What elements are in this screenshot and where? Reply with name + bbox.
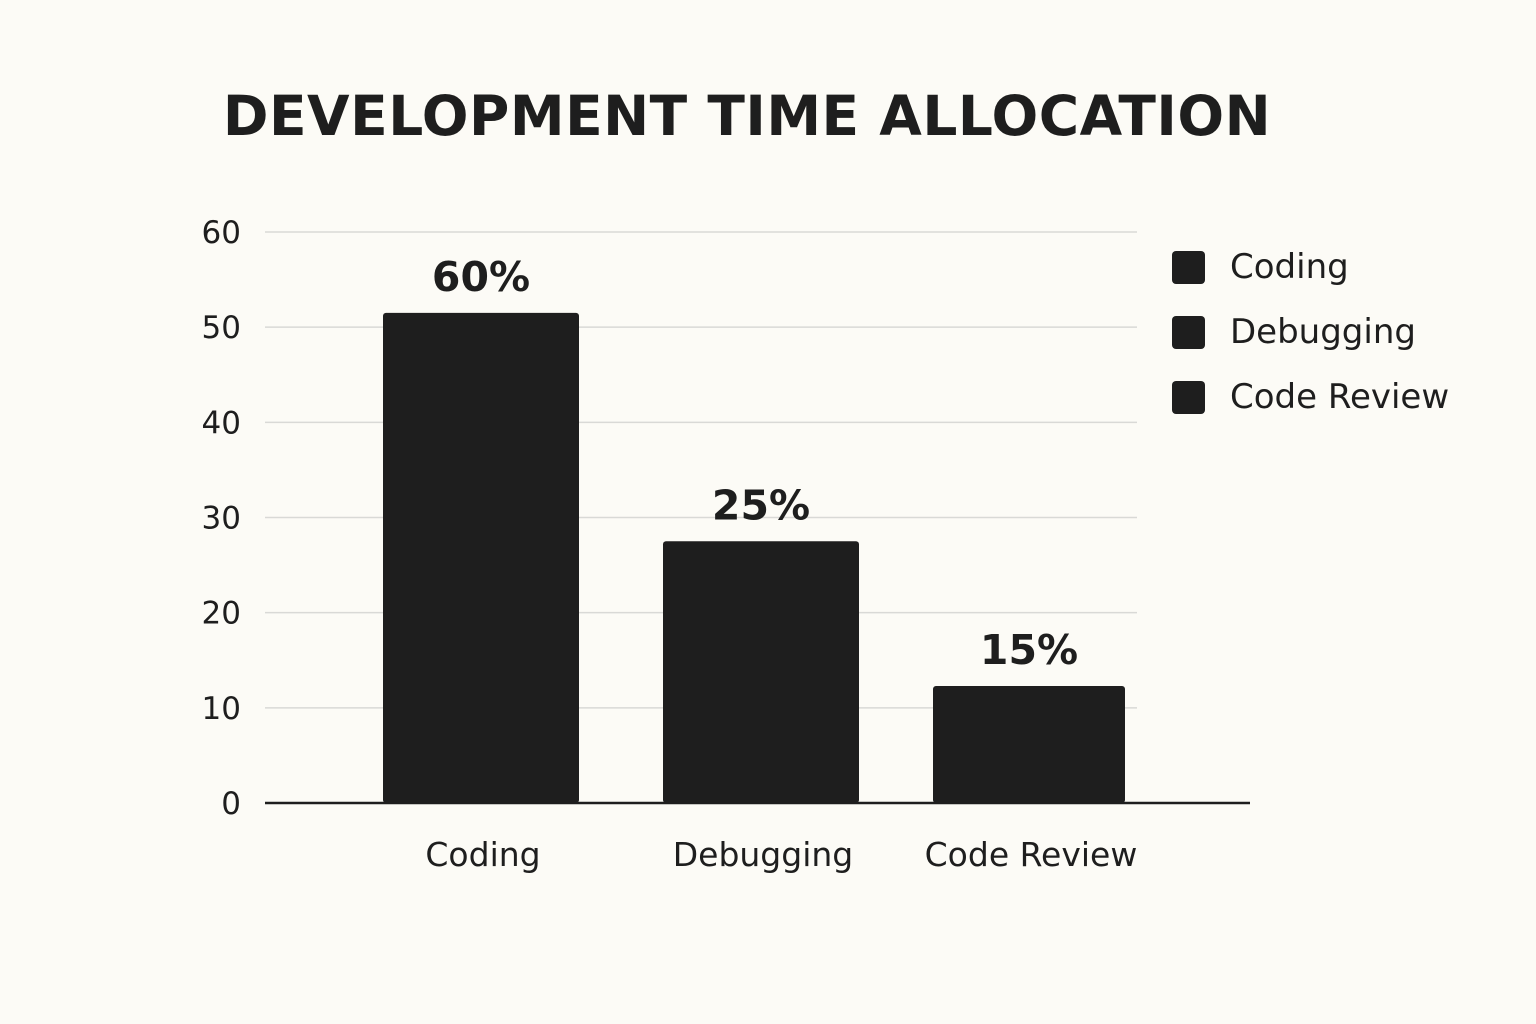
bar-coding [383, 312, 579, 803]
data-labels: 60% 25% 15% [432, 253, 1078, 674]
x-category-label-coding: Coding [425, 835, 540, 874]
legend-swatch-coding [1172, 250, 1205, 284]
y-tick-label-0: 0 [221, 786, 241, 822]
y-tick-label-60: 60 [202, 215, 241, 251]
data-label-code-review: 15% [980, 626, 1078, 674]
legend-label-debugging: Debugging [1230, 312, 1416, 352]
legend: Coding Debugging Code Review [1172, 247, 1449, 442]
y-tick-label-40: 40 [202, 405, 241, 441]
y-tick-label-10: 10 [202, 691, 241, 727]
bars [383, 312, 1125, 803]
bar-code-review [933, 685, 1125, 803]
legend-item-coding: Coding [1172, 247, 1449, 287]
legend-swatch-code-review [1172, 380, 1205, 414]
y-tick-label-50: 50 [202, 310, 241, 346]
legend-label-coding: Coding [1230, 247, 1349, 287]
legend-swatch-debugging [1172, 315, 1205, 349]
data-label-coding: 60% [432, 253, 530, 301]
y-axis-ticks: 0 10 20 30 40 50 60 [202, 215, 241, 822]
legend-item-debugging: Debugging [1172, 312, 1449, 352]
y-tick-label-20: 20 [202, 596, 241, 632]
y-tick-label-30: 30 [202, 501, 241, 537]
x-category-label-debugging: Debugging [673, 835, 854, 874]
x-axis-categories: Coding Debugging Code Review [425, 835, 1137, 874]
data-label-debugging: 25% [712, 481, 810, 529]
legend-item-code-review: Code Review [1172, 377, 1449, 417]
bar-debugging [663, 541, 859, 803]
chart-title: DEVELOPMENT TIME ALLOCATION [222, 84, 1272, 148]
legend-label-code-review: Code Review [1230, 377, 1450, 417]
x-category-label-code-review: Code Review [925, 835, 1138, 874]
